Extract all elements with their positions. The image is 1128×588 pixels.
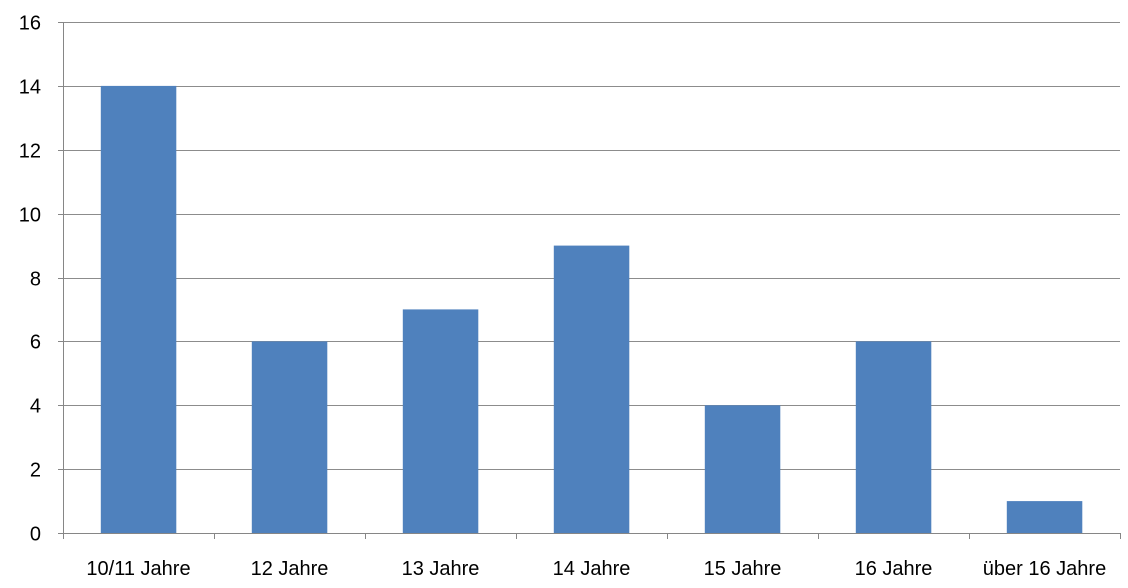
y-tick-label: 16 [19, 13, 41, 35]
bars [100, 85, 1083, 534]
y-tick-label: 4 [30, 396, 41, 418]
bar-2 [251, 341, 328, 533]
y-tick-label: 6 [30, 332, 41, 354]
bar-1 [100, 85, 177, 534]
y-tick-label: 14 [19, 77, 41, 99]
x-tick-label: über 16 Jahre [983, 558, 1106, 580]
axes [58, 22, 1121, 539]
y-tick-label: 8 [30, 269, 41, 291]
x-tick-label: 14 Jahre [553, 558, 631, 580]
bar-5 [704, 405, 781, 534]
bar-7 [1006, 501, 1083, 533]
y-tick-label: 2 [30, 460, 41, 482]
y-tick-label: 10 [19, 205, 41, 227]
y-tick-label: 0 [30, 524, 41, 546]
x-tick-label: 12 Jahre [251, 558, 329, 580]
bar-4 [553, 245, 630, 533]
x-axis-tick-labels: 10/11 Jahre 12 Jahre 13 Jahre 14 Jahre 15 Ja… [86, 558, 1106, 580]
bar-6 [855, 341, 932, 533]
x-tick-label: 13 Jahre [402, 558, 480, 580]
x-tick-label: 10/11 Jahre [86, 558, 190, 580]
y-tick-label: 12 [19, 141, 41, 163]
x-tick-label: 16 Jahre [855, 558, 933, 580]
x-tick-label: 15 Jahre [704, 558, 782, 580]
bar-3 [402, 309, 479, 533]
y-axis-tick-labels: 0 2 4 6 8 10 12 14 16 [19, 13, 41, 546]
